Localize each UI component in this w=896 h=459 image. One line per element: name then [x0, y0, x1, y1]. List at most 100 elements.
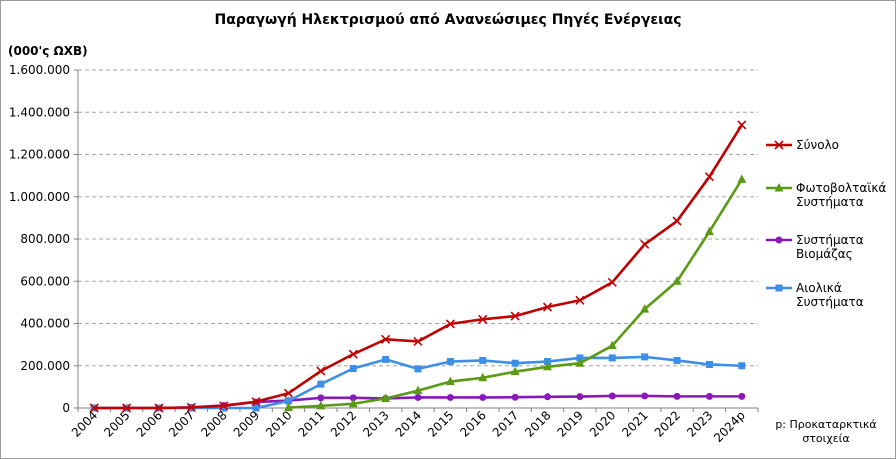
data-point	[640, 304, 650, 313]
data-point	[704, 172, 714, 182]
data-point	[738, 362, 746, 370]
data-point	[737, 120, 747, 130]
y-tick-label: 600.000	[20, 274, 70, 288]
data-point	[316, 366, 326, 376]
x-tick-labels: 2004 2005 2006 2007 2008 2009 2010 2011 2012 2013…	[69, 408, 748, 445]
data-point	[576, 393, 584, 401]
data-point	[348, 398, 358, 408]
x-tick-label: 2012	[328, 408, 359, 439]
data-point	[89, 403, 99, 413]
data-point	[252, 404, 260, 412]
data-point	[704, 226, 714, 236]
data-point	[381, 334, 391, 344]
data-point	[445, 319, 455, 329]
data-point	[543, 361, 553, 371]
data-point	[641, 392, 649, 400]
data-point	[316, 400, 326, 410]
y-tick-label: 1.200.000	[9, 148, 70, 162]
data-point	[317, 380, 325, 388]
data-point	[544, 393, 552, 401]
data-point	[381, 393, 391, 402]
y-tick-label: 800.000	[20, 232, 70, 246]
legend-label: Αιολικά	[796, 281, 842, 295]
data-point	[542, 302, 553, 312]
x-tick-label: 2007	[166, 408, 197, 439]
data-point	[479, 356, 487, 364]
x-tick-label: 2008	[198, 408, 229, 439]
data-point	[640, 239, 650, 249]
data-point	[673, 356, 681, 364]
legend-label: Σύνολο	[796, 138, 839, 152]
x-tick-label: 2013	[360, 408, 391, 439]
legend-label: Βιομάζας	[796, 247, 853, 261]
legend-label: Φωτοβολταϊκά	[796, 181, 886, 195]
data-point	[775, 236, 783, 244]
series-3	[90, 353, 746, 412]
x-tick-label: 2015	[425, 408, 456, 439]
gridlines	[78, 69, 758, 367]
data-point	[283, 402, 293, 412]
x-tick-label: 2005	[101, 408, 132, 439]
data-point	[608, 392, 616, 400]
data-point	[284, 397, 292, 405]
footnote-line-1: p: Προκαταρκτικά	[775, 418, 876, 431]
x-tick-label: 2010	[263, 408, 294, 439]
data-point	[413, 385, 423, 395]
data-point	[445, 376, 455, 386]
legend-item: Σύνολο	[766, 138, 839, 152]
data-point	[738, 392, 746, 400]
data-point	[446, 358, 454, 366]
x-tick-label: 2009	[231, 408, 262, 439]
x-tick-label: 2024p	[711, 408, 748, 445]
data-point	[413, 336, 423, 347]
footnote: p: Προκαταρκτικά στοιχεία	[775, 418, 876, 445]
x-tick-label: 2014	[393, 408, 424, 439]
data-point	[608, 354, 616, 362]
footnote-line-2: στοιχεία	[802, 432, 849, 445]
data-point	[510, 366, 520, 376]
data-point	[672, 216, 682, 226]
data-point	[186, 402, 196, 412]
data-point	[511, 393, 519, 401]
y-axis-unit: (000'ς ΩΧΒ)	[8, 44, 88, 58]
y-tick-label: 1.000.000	[9, 190, 70, 204]
data-point	[775, 284, 783, 292]
y-tick-labels: 0 200.000 400.000 600.000 800.000 1.000.000 1.…	[9, 63, 70, 415]
x-tick-label: 2017	[490, 408, 521, 439]
y-tick-label: 1.400.000	[9, 105, 70, 119]
x-tick-label: 2018	[522, 408, 553, 439]
legend-label: Συστήματα	[796, 233, 864, 247]
data-point	[382, 355, 390, 363]
data-point	[154, 403, 164, 413]
y-tick-label: 400.000	[20, 317, 70, 331]
data-point	[673, 392, 681, 400]
data-point	[705, 392, 713, 400]
data-point	[607, 277, 617, 287]
data-point	[737, 174, 747, 183]
data-point	[414, 393, 422, 401]
data-point	[641, 353, 649, 361]
data-series	[89, 120, 747, 413]
y-tick-label: 1.600.000	[9, 63, 70, 77]
y-tick-label: 0	[62, 401, 70, 415]
x-tick-label: 2019	[555, 408, 586, 439]
data-point	[478, 372, 488, 382]
data-point	[705, 360, 713, 368]
series-1	[283, 174, 747, 412]
data-point	[348, 349, 358, 359]
data-point	[774, 140, 784, 150]
data-point	[479, 393, 487, 401]
data-point	[511, 359, 519, 367]
data-point	[576, 354, 584, 362]
series-0	[89, 120, 747, 413]
data-point	[774, 183, 784, 192]
legend-label: Συστήματα	[796, 295, 864, 309]
x-tick-label: 2004	[69, 408, 100, 439]
x-tick-label: 2020	[587, 408, 618, 439]
x-tick-label: 2006	[134, 408, 165, 439]
data-point	[251, 397, 261, 407]
x-tick-label: 2021	[619, 408, 650, 439]
